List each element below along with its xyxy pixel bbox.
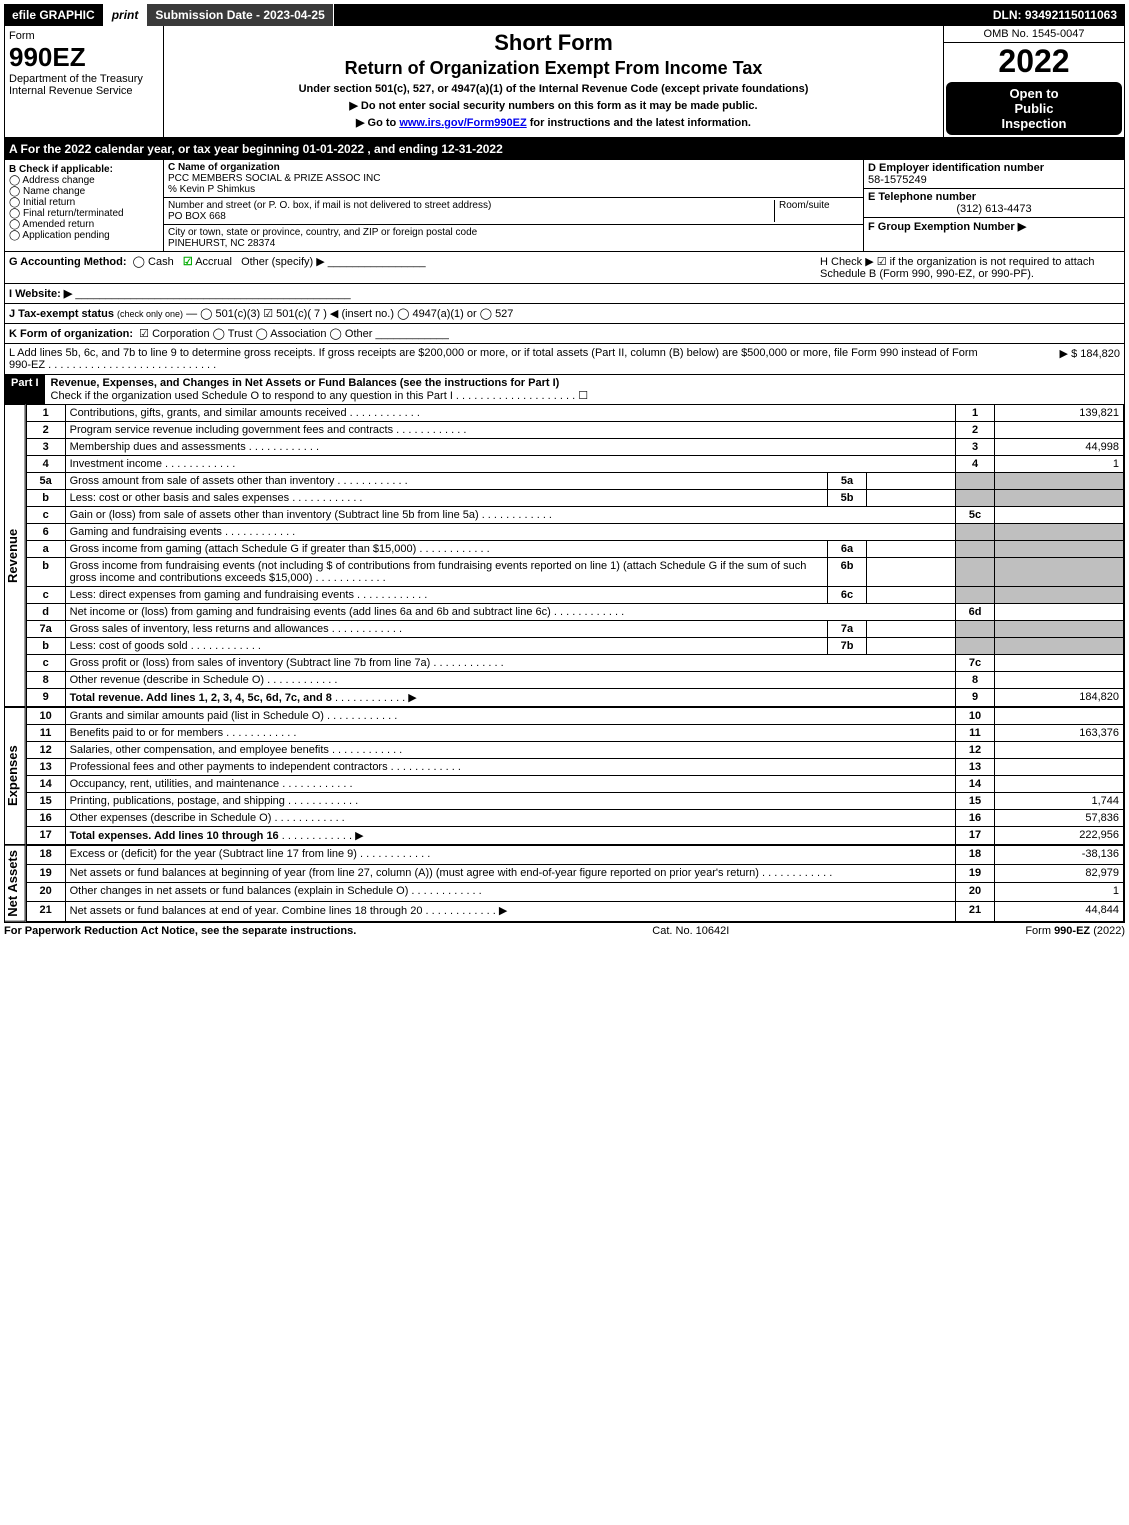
net-assets-table: 18Excess or (deficit) for the year (Subt… bbox=[26, 845, 1124, 922]
box-c: C Name of organization PCC MEMBERS SOCIA… bbox=[164, 160, 863, 251]
efile-label: efile GRAPHIC bbox=[4, 4, 104, 26]
line-row: 8Other revenue (describe in Schedule O) … bbox=[26, 672, 1123, 689]
net-assets-section-label: Net Assets bbox=[5, 845, 26, 922]
line-row: 10Grants and similar amounts paid (list … bbox=[26, 708, 1123, 725]
form-title: Short Form bbox=[170, 30, 937, 56]
line-row: 14Occupancy, rent, utilities, and mainte… bbox=[26, 776, 1123, 793]
box-d-e-f: D Employer identification number 58-1575… bbox=[863, 160, 1124, 251]
line-row: 1Contributions, gifts, grants, and simil… bbox=[26, 405, 1123, 422]
part1-label: Part I bbox=[5, 375, 45, 404]
part1-title: Revenue, Expenses, and Changes in Net As… bbox=[51, 377, 560, 389]
chk-address-change[interactable]: ◯ Address change bbox=[9, 175, 159, 186]
line-row: 16Other expenses (describe in Schedule O… bbox=[26, 810, 1123, 827]
line-h: H Check ▶ ☑ if the organization is not r… bbox=[820, 255, 1120, 280]
city-label: City or town, state or province, country… bbox=[168, 227, 859, 238]
line-row: 12Salaries, other compensation, and empl… bbox=[26, 742, 1123, 759]
line-g: G Accounting Method: ◯ Cash ☑ Accrual Ot… bbox=[9, 255, 426, 280]
revenue-table: 1Contributions, gifts, grants, and simil… bbox=[26, 404, 1124, 707]
goto-note: ▶ Go to www.irs.gov/Form990EZ for instru… bbox=[170, 116, 937, 129]
part1-check-note: Check if the organization used Schedule … bbox=[51, 390, 453, 402]
line-l: L Add lines 5b, 6c, and 7b to line 9 to … bbox=[5, 343, 1124, 374]
box-c-label: C Name of organization bbox=[168, 162, 859, 173]
form-label: Form bbox=[9, 30, 159, 42]
chk-final-return[interactable]: ◯ Final return/terminated bbox=[9, 208, 159, 219]
goto-post: for instructions and the latest informat… bbox=[527, 117, 751, 129]
form-number: 990EZ bbox=[9, 42, 159, 73]
line-row: 6Gaming and fundraising events . . . . .… bbox=[26, 524, 1123, 541]
line-row: 19Net assets or fund balances at beginni… bbox=[26, 864, 1123, 883]
chk-initial-return[interactable]: ◯ Initial return bbox=[9, 197, 159, 208]
line-row: 2Program service revenue including gover… bbox=[26, 422, 1123, 439]
line-row: 11Benefits paid to or for members . . . … bbox=[26, 725, 1123, 742]
form-header: Form 990EZ Department of the Treasury In… bbox=[4, 26, 1125, 138]
line-row: dNet income or (loss) from gaming and fu… bbox=[26, 604, 1123, 621]
irs-link[interactable]: www.irs.gov/Form990EZ bbox=[399, 117, 526, 129]
tax-year: 2022 bbox=[944, 43, 1124, 80]
page-footer: For Paperwork Reduction Act Notice, see … bbox=[4, 923, 1125, 937]
line-row: 15Printing, publications, postage, and s… bbox=[26, 793, 1123, 810]
line-row: 21Net assets or fund balances at end of … bbox=[26, 901, 1123, 921]
line-j: J Tax-exempt status (check only one) — ◯… bbox=[5, 303, 1124, 323]
line-row: 4Investment income . . . . . . . . . . .… bbox=[26, 456, 1123, 473]
chk-amended-return[interactable]: ◯ Amended return bbox=[9, 219, 159, 230]
ein-label: D Employer identification number bbox=[868, 162, 1120, 174]
line-row: cGross profit or (loss) from sales of in… bbox=[26, 655, 1123, 672]
line-row: 3Membership dues and assessments . . . .… bbox=[26, 439, 1123, 456]
department-label: Department of the Treasury Internal Reve… bbox=[9, 73, 159, 97]
footer-right: Form 990-EZ (2022) bbox=[1025, 925, 1125, 937]
expenses-table: 10Grants and similar amounts paid (list … bbox=[26, 707, 1124, 845]
ssn-warning: ▶ Do not enter social security numbers o… bbox=[170, 99, 937, 112]
ein-value: 58-1575249 bbox=[868, 174, 1120, 186]
care-of: % Kevin P Shimkus bbox=[168, 184, 859, 195]
expenses-section-label: Expenses bbox=[5, 707, 26, 845]
street-value: PO BOX 668 bbox=[168, 211, 774, 222]
footer-left: For Paperwork Reduction Act Notice, see … bbox=[4, 925, 356, 937]
phone-label: E Telephone number bbox=[868, 191, 1120, 203]
line-row: bLess: cost of goods sold . . . . . . . … bbox=[26, 638, 1123, 655]
phone-value: (312) 613-4473 bbox=[868, 203, 1120, 215]
box-b: B Check if applicable: ◯ Address change … bbox=[5, 160, 164, 251]
top-bar: efile GRAPHIC print Submission Date - 20… bbox=[4, 4, 1125, 26]
chk-name-change[interactable]: ◯ Name change bbox=[9, 186, 159, 197]
print-button[interactable]: print bbox=[104, 4, 148, 26]
form-subtitle: Return of Organization Exempt From Incom… bbox=[170, 58, 937, 79]
line-i: I Website: ▶ ___________________________… bbox=[5, 283, 1124, 303]
submission-date: Submission Date - 2023-04-25 bbox=[147, 4, 333, 26]
revenue-section-label: Revenue bbox=[5, 404, 26, 707]
line-k: K Form of organization: ☑ Corporation ◯ … bbox=[5, 323, 1124, 343]
dln-label: DLN: 93492115011063 bbox=[985, 4, 1125, 26]
city-value: PINEHURST, NC 28374 bbox=[168, 238, 859, 249]
line-row: 18Excess or (deficit) for the year (Subt… bbox=[26, 846, 1123, 865]
goto-pre: ▶ Go to bbox=[356, 117, 399, 129]
box-b-title: B Check if applicable: bbox=[9, 164, 159, 175]
inspection-badge: Open to Public Inspection bbox=[946, 82, 1122, 135]
line-row: 17Total expenses. Add lines 10 through 1… bbox=[26, 827, 1123, 845]
chk-application-pending[interactable]: ◯ Application pending bbox=[9, 230, 159, 241]
line-row: 5aGross amount from sale of assets other… bbox=[26, 473, 1123, 490]
line-row: 13Professional fees and other payments t… bbox=[26, 759, 1123, 776]
footer-center: Cat. No. 10642I bbox=[652, 925, 729, 937]
line-row: 7aGross sales of inventory, less returns… bbox=[26, 621, 1123, 638]
section-note: Under section 501(c), 527, or 4947(a)(1)… bbox=[170, 83, 937, 95]
line-row: 20Other changes in net assets or fund ba… bbox=[26, 883, 1123, 902]
line-row: bGross income from fundraising events (n… bbox=[26, 558, 1123, 587]
street-label: Number and street (or P. O. box, if mail… bbox=[168, 200, 774, 211]
line-row: cGain or (loss) from sale of assets othe… bbox=[26, 507, 1123, 524]
line-row: cLess: direct expenses from gaming and f… bbox=[26, 587, 1123, 604]
line-a: A For the 2022 calendar year, or tax yea… bbox=[4, 138, 1125, 160]
line-row: 9Total revenue. Add lines 1, 2, 3, 4, 5c… bbox=[26, 689, 1123, 707]
line-row: aGross income from gaming (attach Schedu… bbox=[26, 541, 1123, 558]
room-suite-label: Room/suite bbox=[774, 200, 859, 222]
org-name: PCC MEMBERS SOCIAL & PRIZE ASSOC INC bbox=[168, 173, 859, 184]
line-row: bLess: cost or other basis and sales exp… bbox=[26, 490, 1123, 507]
omb-number: OMB No. 1545-0047 bbox=[944, 26, 1124, 43]
group-exemption-label: F Group Exemption Number ▶ bbox=[868, 221, 1026, 233]
